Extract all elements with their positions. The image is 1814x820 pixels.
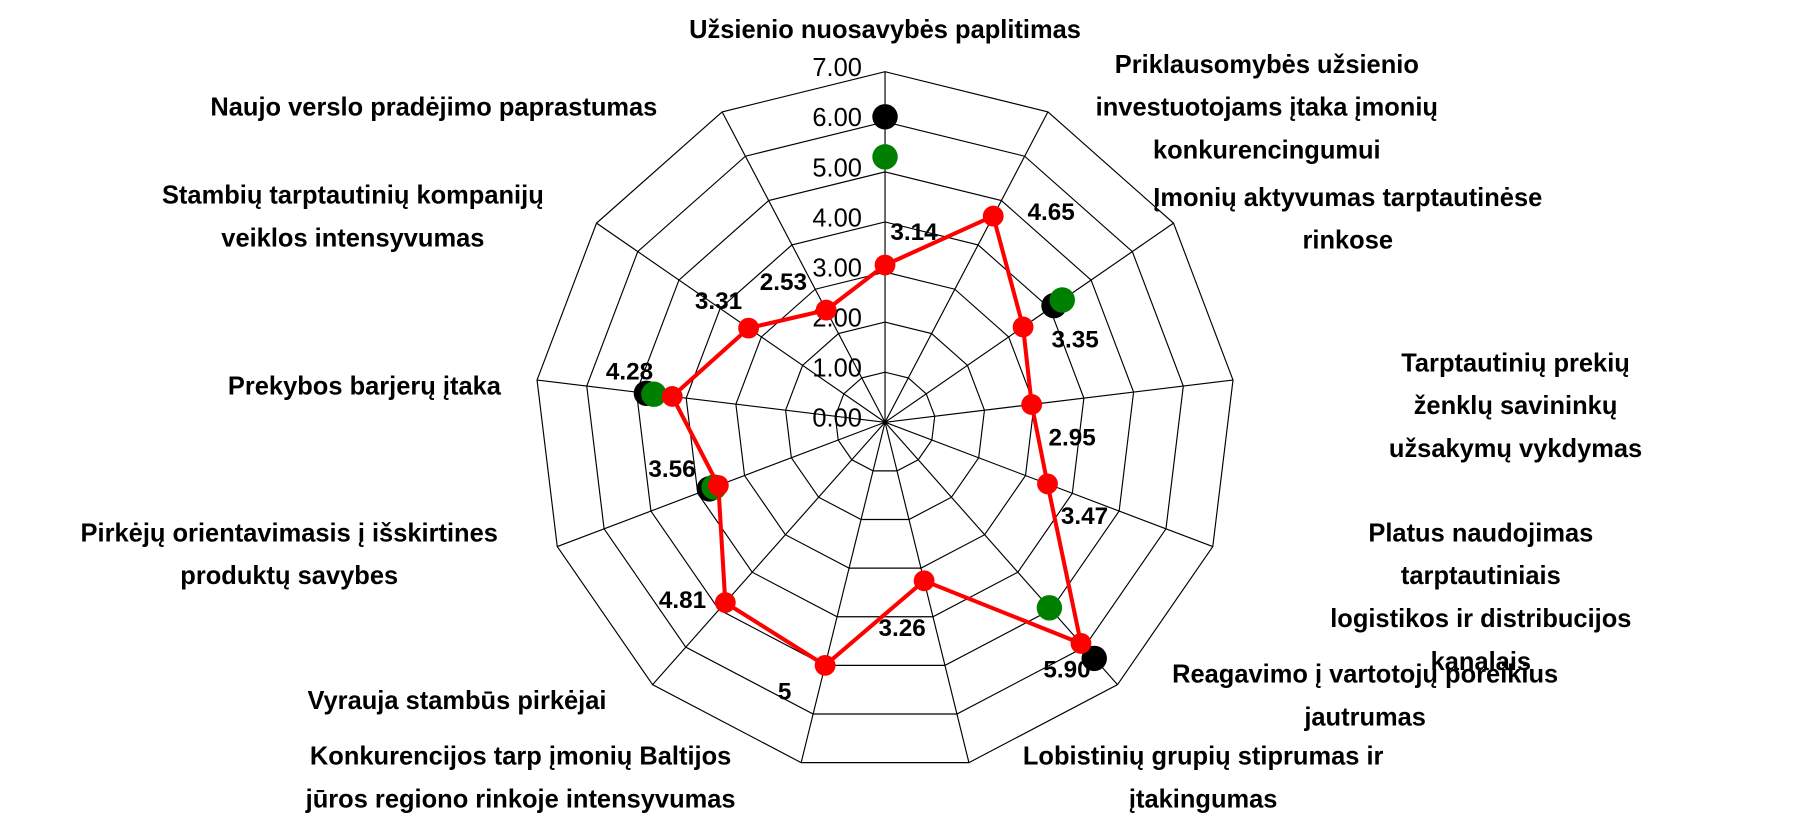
marker [814, 654, 836, 676]
data-label: 3.31 [695, 288, 742, 315]
category-label: Stambių tarptautinių kompanijų veiklos i… [161, 180, 544, 253]
category-label: Konkurencijos tarp įmonių Baltijos jūros… [305, 741, 736, 814]
grid-ring [785, 321, 986, 521]
marker [1012, 316, 1034, 338]
data-label: 2.53 [760, 269, 807, 296]
spoke [652, 421, 886, 686]
grid-ring [586, 121, 1184, 715]
grid-ring [735, 271, 1035, 569]
spoke [884, 379, 1234, 423]
marker [982, 205, 1004, 227]
data-label: 5 [778, 679, 792, 706]
category-label: Užsienio nuosavybės paplitimas [689, 15, 1081, 44]
y-tick-label: 5.00 [812, 154, 862, 182]
marker [874, 254, 896, 276]
data-label: 3.14 [890, 219, 938, 246]
series-line [669, 213, 1084, 668]
spoke [800, 422, 886, 763]
data-label: 3.26 [878, 615, 925, 642]
category-label: Tarptautinių prekių ženklų savininkų užs… [1388, 348, 1643, 463]
y-tick-label: 1.00 [812, 355, 862, 383]
category-label: Priklausomybės užsienio investuotojams į… [1095, 49, 1438, 165]
grid-ring [635, 171, 1135, 666]
y-tick-label: 7.00 [812, 54, 862, 82]
marker [707, 475, 729, 496]
category-label: Reagavimo į vartotojų poreikius jautruma… [1172, 659, 1559, 732]
marker [872, 104, 898, 130]
spoke [536, 379, 886, 423]
category-label: Platus naudojimas tarptautiniais logisti… [1330, 518, 1632, 676]
marker [1036, 595, 1063, 621]
y-tick-label: 0.00 [812, 405, 862, 433]
category-label: Naujo verslo pradėjimo paprastumas [210, 92, 658, 122]
data-label: 4.28 [606, 359, 653, 386]
marker [1049, 287, 1075, 313]
marker [641, 381, 667, 407]
spoke [884, 422, 970, 763]
grid-ring [536, 71, 1234, 764]
grid-ring [834, 371, 936, 472]
data-label: 3.56 [648, 456, 695, 483]
marker [1021, 394, 1043, 415]
category-label: Vyrauja stambūs pirkėjai [307, 686, 607, 715]
data-label: 4.81 [659, 587, 706, 614]
data-label: 5.90 [1043, 657, 1090, 684]
marker [872, 144, 898, 170]
data-label: 4.65 [1027, 199, 1074, 226]
marker [661, 386, 683, 407]
category-label: Lobistinių grupių stiprumas ir įtakingum… [1022, 741, 1384, 814]
y-tick-label: 6.00 [812, 104, 862, 132]
marker [913, 570, 935, 592]
spoke [884, 111, 1049, 423]
marker [1081, 645, 1107, 672]
marker [1070, 633, 1092, 654]
marker [815, 299, 837, 321]
category-label: Pirkėjų orientavimasis į išskirtines pro… [80, 518, 498, 591]
y-tick-label: 4.00 [812, 204, 862, 232]
y-tick-label: 3.00 [812, 254, 862, 282]
spoke [721, 111, 886, 423]
category-label: Prekybos barjerų įtaka [227, 371, 501, 401]
category-label: Įmonių aktyvumas tarptautinėse rinkose [1153, 182, 1543, 255]
data-label: 3.35 [1052, 326, 1099, 353]
marker [714, 592, 736, 613]
marker [1037, 473, 1058, 495]
data-label: 2.95 [1049, 425, 1096, 452]
marker [738, 317, 760, 339]
data-label: 3.47 [1061, 503, 1108, 530]
